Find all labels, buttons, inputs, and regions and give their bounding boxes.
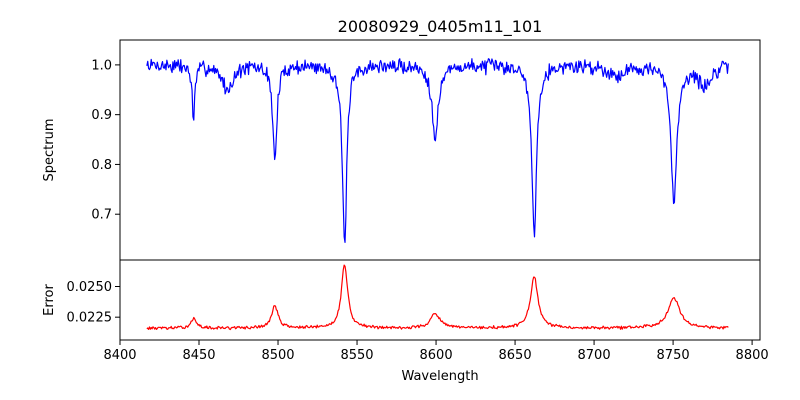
error-plot-area: [146, 264, 729, 331]
spectrum-panel: [120, 40, 760, 260]
y-tick-label: 0.7: [91, 208, 112, 223]
x-tick-label: 8550: [340, 348, 373, 363]
y-tick-label: 1.0: [91, 58, 112, 73]
x-tick-label: 8500: [261, 348, 294, 363]
spectrum-ylabel: Spectrum: [42, 119, 57, 182]
x-tick-label: 8400: [103, 348, 136, 363]
x-tick-label: 8650: [499, 348, 532, 363]
y-tick-label: 0.0225: [67, 311, 113, 326]
chart-title: 20080929_0405m11_101: [338, 17, 543, 37]
error-panel-frame: [119, 259, 761, 341]
x-axis-label: Wavelength: [401, 369, 478, 384]
x-tick-label: 8600: [420, 348, 453, 363]
spectrum-series-line: [146, 58, 729, 243]
y-tick-label: 0.8: [91, 158, 112, 173]
x-tick-label: 8800: [736, 348, 769, 363]
y-tick-label: 0.9: [91, 108, 112, 123]
x-tick-label: 8700: [578, 348, 611, 363]
y-tick-label: 0.0250: [67, 280, 113, 295]
spectrum-plot-area: [146, 58, 729, 243]
x-tick-label: 8750: [657, 348, 690, 363]
x-axis-ticks: 8400 8450 8500 8550 8600 8650 8700 8750 8800: [103, 340, 769, 363]
error-ylabel: Error: [42, 284, 57, 316]
x-tick-label: 8450: [182, 348, 215, 363]
error-series-line: [146, 264, 729, 331]
